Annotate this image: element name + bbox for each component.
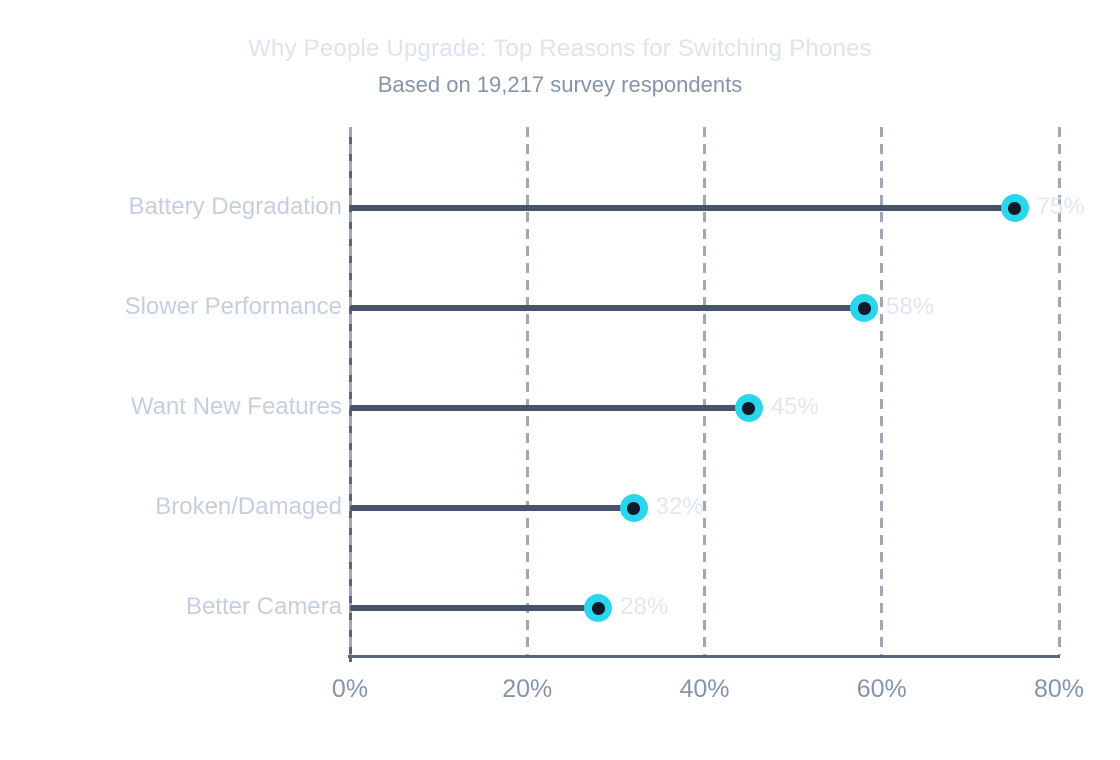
plot-area: Battery Degradation 75% Slower Performance… <box>125 127 1085 703</box>
gridline <box>1057 127 1061 655</box>
lollipop-dot-core <box>591 601 605 615</box>
lollipop-dot <box>850 294 879 322</box>
category-label: Slower Performance <box>124 293 342 320</box>
value-label: 32% <box>655 493 704 520</box>
gridline <box>525 127 529 655</box>
lollipop-dot <box>1000 194 1029 222</box>
value-label: 45% <box>770 393 819 420</box>
x-tick-label: 40% <box>679 675 730 703</box>
lollipop-dot <box>619 494 648 522</box>
value-label: 58% <box>886 293 935 320</box>
chart-subtitle: Based on 19,217 survey respondents <box>377 72 743 97</box>
x-tick-label: 80% <box>1033 675 1085 703</box>
category-label: Battery Degradation <box>128 193 342 220</box>
value-label: 28% <box>620 593 669 620</box>
category-label: Want New Features <box>130 393 342 420</box>
category-label: Better Camera <box>185 593 342 620</box>
category-label: Broken/Damaged <box>155 493 342 520</box>
chart-title: Why People Upgrade: Top Reasons for Swit… <box>248 35 872 62</box>
lollipop-stem <box>350 605 599 611</box>
lollipop-dot <box>734 394 763 422</box>
lollipop-stem <box>350 305 865 311</box>
x-tick-label: 0% <box>331 675 369 703</box>
lollipop-stem <box>350 505 634 511</box>
lollipop-dot-core <box>742 401 756 415</box>
x-tick-label: 20% <box>502 675 553 703</box>
value-label: 75% <box>1036 193 1085 220</box>
lollipop-dot <box>584 594 613 622</box>
lollipop-stem <box>350 205 1015 211</box>
x-tick-label: 60% <box>856 675 907 703</box>
gridline <box>880 127 884 655</box>
lollipop-dot-core <box>627 501 641 515</box>
x-axis-line <box>348 655 1060 658</box>
gridline <box>703 127 706 655</box>
lollipop-dot-core <box>1008 201 1022 215</box>
lollipop-stem <box>350 405 749 411</box>
lollipop-dot-core <box>857 301 871 315</box>
gridline <box>348 127 352 655</box>
